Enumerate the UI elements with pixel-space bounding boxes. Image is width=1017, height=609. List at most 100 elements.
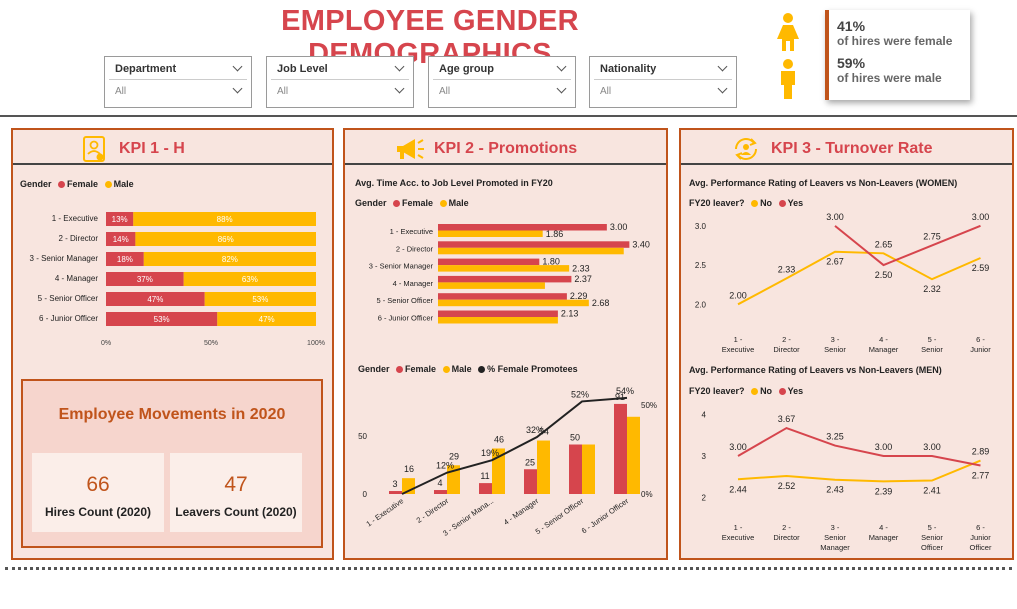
data-label: 2.41 xyxy=(923,486,941,496)
kpi2-time-to-promotion-chart: 1 - Executive 3.00 1.86 2 - Director 3.40 3 -… xyxy=(369,222,650,324)
chevron-down-icon[interactable] xyxy=(556,83,567,94)
category-label: Executive xyxy=(722,533,755,542)
chevron-down-icon[interactable] xyxy=(556,61,567,72)
female-bar xyxy=(106,252,144,266)
y-tick-label: 3.0 xyxy=(695,222,707,231)
female-person-icon xyxy=(777,13,799,51)
department-filter[interactable]: Department All xyxy=(104,56,252,108)
data-label: 2.50 xyxy=(875,270,893,280)
kpi2-chart1-title: Avg. Time Acc. to Job Level Promoted in … xyxy=(355,178,553,188)
yes-series-line xyxy=(737,426,981,467)
female-column xyxy=(524,469,537,494)
category-label: 2 - Director xyxy=(396,244,434,253)
male-legend-dot xyxy=(439,200,447,207)
kpi3-legend1: FY20 leaver? No Yes xyxy=(689,198,803,208)
female-data-label: 53% xyxy=(154,315,170,324)
female-data-label: 25 xyxy=(525,457,535,467)
female-bar xyxy=(106,292,205,306)
data-label: 3.00 xyxy=(972,212,990,222)
filter-label: Nationality xyxy=(600,63,657,75)
hires-count-value: 66 xyxy=(86,473,110,496)
filter-value: All xyxy=(115,86,127,97)
legend-female: Female xyxy=(67,179,99,189)
female-bar xyxy=(438,241,630,248)
data-label: 2.59 xyxy=(972,263,990,273)
category-label: 5 - Senior Officer xyxy=(534,496,586,536)
x-tick-label: 100% xyxy=(307,340,325,347)
female-data-label: 14% xyxy=(113,235,129,244)
data-label: 3.00 xyxy=(923,442,941,452)
female-column xyxy=(569,444,582,494)
category-label: 5 - xyxy=(928,335,937,344)
category-label: 4 - Manager xyxy=(55,274,98,283)
id-badge-icon xyxy=(83,136,105,162)
turnover-icon xyxy=(735,138,757,160)
data-label: 3.00 xyxy=(729,442,747,452)
category-label: 1 - xyxy=(734,335,743,344)
no-series-line xyxy=(737,250,981,306)
legend-title: FY20 leaver? xyxy=(689,198,745,208)
megaphone-icon xyxy=(397,139,424,159)
leavers-count-card: 47 Leavers Count (2020) xyxy=(170,453,302,532)
category-label: Officer xyxy=(970,543,992,552)
female-data-label: 4 xyxy=(437,478,442,488)
nationality-filter[interactable]: Nationality All xyxy=(589,56,737,108)
category-label: 1 - Executive xyxy=(364,496,405,528)
category-label: Director xyxy=(773,533,800,542)
female-column xyxy=(614,403,627,494)
age-group-filter[interactable]: Age group All xyxy=(428,56,576,108)
male-hires-text: of hires were male xyxy=(837,71,942,85)
kpi2-legend1: Gender Female Male xyxy=(355,198,469,208)
category-label: Manager xyxy=(869,533,899,542)
female-data-label: 3.40 xyxy=(632,239,650,249)
category-label: 6 - Junior Officer xyxy=(378,314,434,323)
female-data-label: 1.80 xyxy=(542,257,560,267)
category-label: 2 - xyxy=(782,335,791,344)
male-bar xyxy=(438,230,543,237)
yes-legend-dot xyxy=(778,388,786,395)
leavers-count-value: 47 xyxy=(224,473,248,496)
category-label: Junior xyxy=(970,533,991,542)
male-bar xyxy=(204,292,316,306)
movements-title: Employee Movements in 2020 xyxy=(58,406,286,423)
chevron-down-icon[interactable] xyxy=(232,61,243,72)
male-column xyxy=(492,448,505,494)
female-bar xyxy=(438,224,607,231)
chevron-down-icon[interactable] xyxy=(394,83,405,94)
legend-male: Male xyxy=(451,364,472,374)
category-label: 3 - Senior Manager xyxy=(30,254,99,263)
female-bar xyxy=(438,293,567,300)
leavers-count-label: Leavers Count (2020) xyxy=(175,505,297,519)
chevron-down-icon[interactable] xyxy=(394,61,405,72)
female-column xyxy=(479,483,492,494)
data-label: 2.52 xyxy=(778,481,796,491)
male-bar xyxy=(143,252,316,266)
male-data-label: 82% xyxy=(222,255,238,264)
header-divider xyxy=(0,115,1017,117)
kpi2-panel: KPI 2 - Promotions Avg. Time Acc. to Job… xyxy=(343,128,668,560)
chevron-down-icon[interactable] xyxy=(232,83,243,94)
female-data-label: 3 xyxy=(392,479,397,489)
yes-legend-dot xyxy=(778,200,786,207)
filter-value: All xyxy=(439,86,451,97)
category-label: Executive xyxy=(722,345,755,354)
female-data-label: 2.29 xyxy=(570,291,588,301)
female-data-label: 91 xyxy=(615,392,625,402)
filter-value: All xyxy=(277,86,289,97)
category-label: 4 - Manager xyxy=(502,496,541,527)
data-label: 3.67 xyxy=(778,414,796,424)
kpi3-legend2: FY20 leaver? No Yes xyxy=(689,386,803,396)
job-level-filter[interactable]: Job Level All xyxy=(266,56,414,108)
category-label: 2 - xyxy=(782,523,791,532)
filter-label: Department xyxy=(115,63,177,75)
female-promotees-line xyxy=(401,396,628,495)
category-label: Manager xyxy=(869,345,899,354)
kpi3-title: KPI 3 - Turnover Rate xyxy=(771,140,933,157)
chevron-down-icon[interactable] xyxy=(717,61,728,72)
male-legend-dot xyxy=(104,181,112,188)
data-label: 3.00 xyxy=(826,212,844,222)
y-tick-label: 50 xyxy=(358,432,367,441)
pct-data-label: 52% xyxy=(571,389,589,399)
pct-data-label: 32% xyxy=(526,425,544,435)
chevron-down-icon[interactable] xyxy=(717,83,728,94)
